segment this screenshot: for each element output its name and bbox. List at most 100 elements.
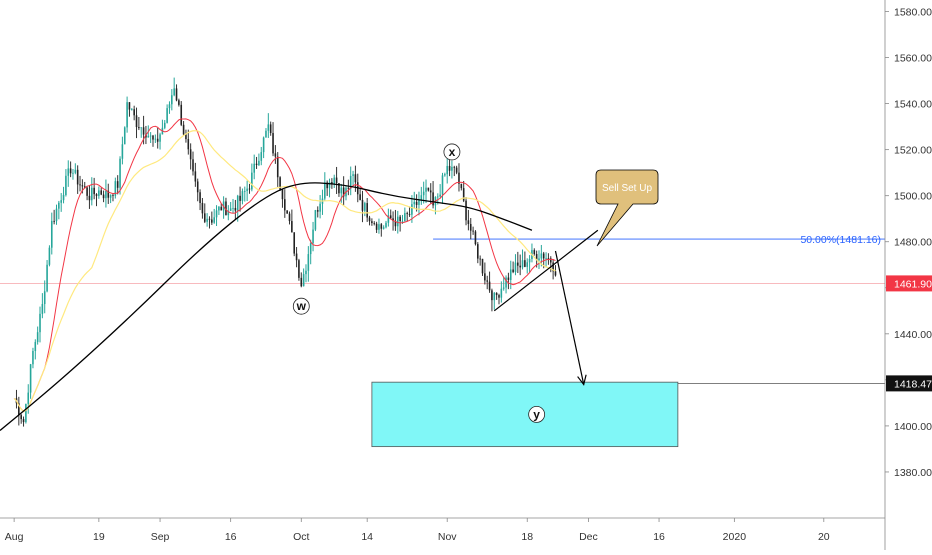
candle[interactable] (427, 187, 430, 192)
candle[interactable] (246, 180, 248, 202)
candle[interactable] (305, 264, 307, 283)
candle[interactable] (88, 185, 91, 209)
candle[interactable] (131, 108, 133, 111)
candle[interactable] (67, 160, 70, 187)
candle[interactable] (477, 242, 479, 264)
candle[interactable] (533, 248, 536, 256)
candle[interactable] (458, 163, 460, 192)
candle[interactable] (227, 205, 230, 221)
candle[interactable] (408, 206, 411, 217)
candle[interactable] (406, 211, 408, 222)
candle[interactable] (107, 183, 110, 204)
candle[interactable] (27, 384, 30, 414)
candle[interactable] (324, 172, 326, 202)
candle[interactable] (368, 215, 371, 226)
candle[interactable] (152, 134, 154, 147)
candle[interactable] (168, 101, 171, 114)
candle[interactable] (439, 184, 441, 198)
candle[interactable] (418, 191, 420, 216)
candle[interactable] (20, 413, 22, 424)
candle[interactable] (203, 203, 206, 224)
candle[interactable] (116, 175, 119, 195)
candle[interactable] (425, 179, 427, 203)
candle[interactable] (53, 209, 55, 225)
candle[interactable] (526, 258, 529, 274)
candle[interactable] (382, 225, 385, 230)
candle[interactable] (135, 107, 138, 139)
candle[interactable] (493, 291, 496, 310)
candle[interactable] (36, 326, 39, 345)
candle[interactable] (192, 151, 194, 176)
candle[interactable] (364, 201, 366, 217)
candle[interactable] (359, 187, 361, 201)
candle[interactable] (540, 244, 543, 267)
candle[interactable] (267, 113, 270, 138)
candle[interactable] (265, 128, 267, 138)
candle[interactable] (189, 143, 192, 170)
candle[interactable] (243, 186, 246, 202)
candle[interactable] (163, 120, 166, 130)
candle[interactable] (404, 207, 406, 222)
candle[interactable] (29, 363, 32, 399)
candle[interactable] (171, 89, 173, 111)
price-axis[interactable]: 1380.00 1400.00 1440.00 1480.00 1500.00 1520.… (884, 0, 932, 550)
candle[interactable] (62, 186, 65, 204)
candle[interactable] (43, 280, 46, 314)
candle[interactable] (462, 180, 465, 203)
candle[interactable] (284, 189, 286, 218)
candle[interactable] (218, 206, 220, 215)
candle[interactable] (349, 166, 352, 196)
candle[interactable] (444, 172, 446, 177)
candle[interactable] (528, 255, 531, 273)
candle[interactable] (260, 146, 263, 166)
candle[interactable] (156, 127, 159, 149)
candle[interactable] (180, 101, 183, 127)
candle[interactable] (309, 239, 312, 265)
wave-label-y[interactable]: y (528, 405, 546, 423)
candle[interactable] (119, 156, 121, 195)
wave-label-x[interactable]: x (443, 143, 461, 161)
candle[interactable] (453, 165, 456, 177)
candle[interactable] (15, 389, 18, 409)
candle[interactable] (469, 218, 472, 240)
candle[interactable] (60, 193, 62, 212)
candle[interactable] (34, 339, 37, 360)
candle[interactable] (413, 191, 416, 209)
candle[interactable] (451, 160, 453, 179)
candle[interactable] (18, 396, 20, 426)
candle[interactable] (328, 178, 331, 198)
candle[interactable] (90, 177, 93, 206)
candle[interactable] (291, 209, 293, 233)
candle[interactable] (86, 185, 88, 201)
candle[interactable] (366, 198, 368, 222)
candle[interactable] (185, 129, 187, 143)
candle[interactable] (524, 251, 526, 268)
candle[interactable] (460, 183, 463, 191)
candle[interactable] (206, 213, 208, 227)
candle[interactable] (269, 121, 272, 136)
candle[interactable] (505, 275, 507, 294)
candle[interactable] (481, 258, 484, 276)
candle[interactable] (307, 246, 310, 282)
candle[interactable] (432, 181, 434, 209)
candle[interactable] (65, 169, 67, 197)
candle[interactable] (25, 403, 27, 424)
candle[interactable] (41, 293, 44, 319)
candle[interactable] (507, 272, 510, 290)
candle[interactable] (55, 204, 58, 225)
candle[interactable] (251, 163, 253, 192)
candle[interactable] (429, 183, 432, 204)
candle[interactable] (95, 193, 98, 207)
candle[interactable] (479, 255, 481, 266)
candle[interactable] (465, 197, 467, 226)
candle[interactable] (498, 293, 500, 305)
candle[interactable] (182, 121, 185, 136)
candle[interactable] (241, 188, 244, 205)
candle[interactable] (133, 105, 135, 121)
candle[interactable] (342, 176, 345, 206)
candle[interactable] (446, 156, 449, 184)
time-axis[interactable]: Aug 19 Sep 16 Oct 14 Nov 18 Dec 16 2020 20 (0, 517, 885, 543)
sell-arrow-shaft[interactable] (554, 250, 585, 385)
candle[interactable] (375, 221, 378, 233)
